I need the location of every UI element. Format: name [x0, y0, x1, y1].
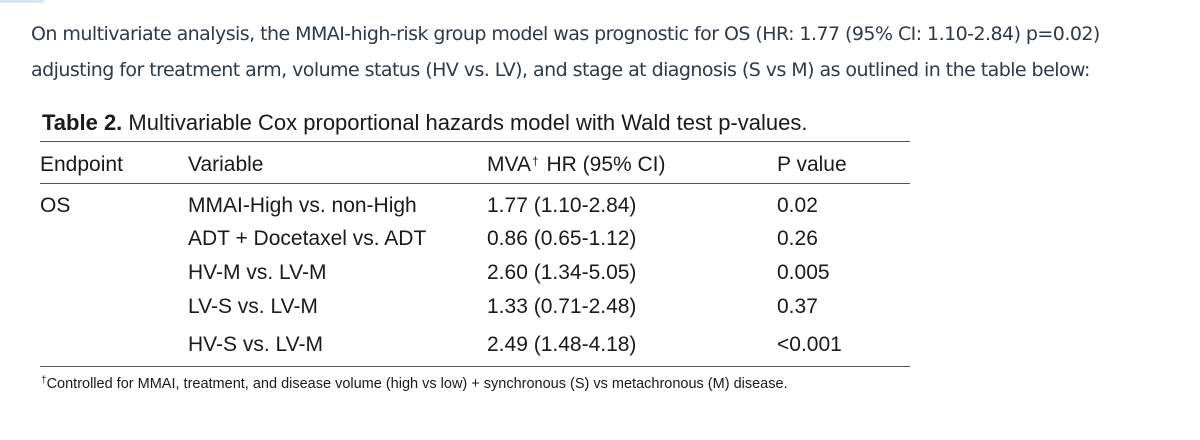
table-caption-text: Multivariable Cox proportional hazards m… — [128, 110, 808, 135]
row-p-value: <0.001 — [777, 333, 842, 356]
header-variable: Variable — [188, 153, 264, 176]
row-hr: 2.60 (1.34-5.05) — [487, 261, 637, 284]
table-top-rule — [40, 141, 910, 142]
endpoint-os: OS — [40, 194, 71, 217]
row-p-value: 0.37 — [777, 295, 818, 318]
results-table: Table 2. Multivariable Cox proportional … — [40, 110, 910, 392]
header-endpoint: Endpoint — [40, 153, 123, 176]
row-hr: 0.86 (0.65-1.12) — [487, 227, 637, 250]
table-header-rule — [40, 183, 910, 184]
top-accent-bar — [0, 0, 44, 3]
row-hr: 2.49 (1.48-4.18) — [487, 333, 637, 356]
row-variable: MMAI-High vs. non-High — [188, 194, 417, 217]
row-variable: HV-M vs. LV-M — [188, 261, 327, 284]
table-caption-label: Table 2. — [42, 110, 123, 135]
table-footnote: †Controlled for MMAI, treatment, and dis… — [41, 374, 788, 394]
header-hr-prefix: MVA — [487, 153, 531, 176]
table-bottom-rule — [40, 366, 910, 367]
row-p-value: 0.02 — [777, 194, 818, 217]
header-hr: MVA† HR (95% CI) — [487, 152, 666, 178]
row-variable: HV-S vs. LV-M — [188, 333, 323, 356]
header-hr-dagger: † — [531, 154, 539, 168]
header-hr-suffix: HR (95% CI) — [546, 153, 666, 176]
row-p-value: 0.26 — [777, 227, 818, 250]
row-variable: ADT + Docetaxel vs. ADT — [188, 227, 427, 250]
footnote-dagger: † — [41, 375, 47, 386]
table-caption: Table 2. Multivariable Cox proportional … — [42, 110, 910, 136]
row-variable: LV-S vs. LV-M — [188, 295, 318, 318]
header-p-value: P value — [777, 153, 847, 176]
row-hr: 1.33 (0.71-2.48) — [487, 295, 637, 318]
footnote-text: Controlled for MMAI, treatment, and dise… — [46, 376, 788, 392]
intro-line-1: On multivariate analysis, the MMAI-high-… — [31, 23, 1100, 45]
row-hr: 1.77 (1.10-2.84) — [487, 194, 637, 217]
intro-paragraph: On multivariate analysis, the MMAI-high-… — [31, 16, 1191, 88]
intro-line-2: adjusting for treatment arm, volume stat… — [31, 59, 1090, 81]
row-p-value: 0.005 — [777, 261, 830, 284]
